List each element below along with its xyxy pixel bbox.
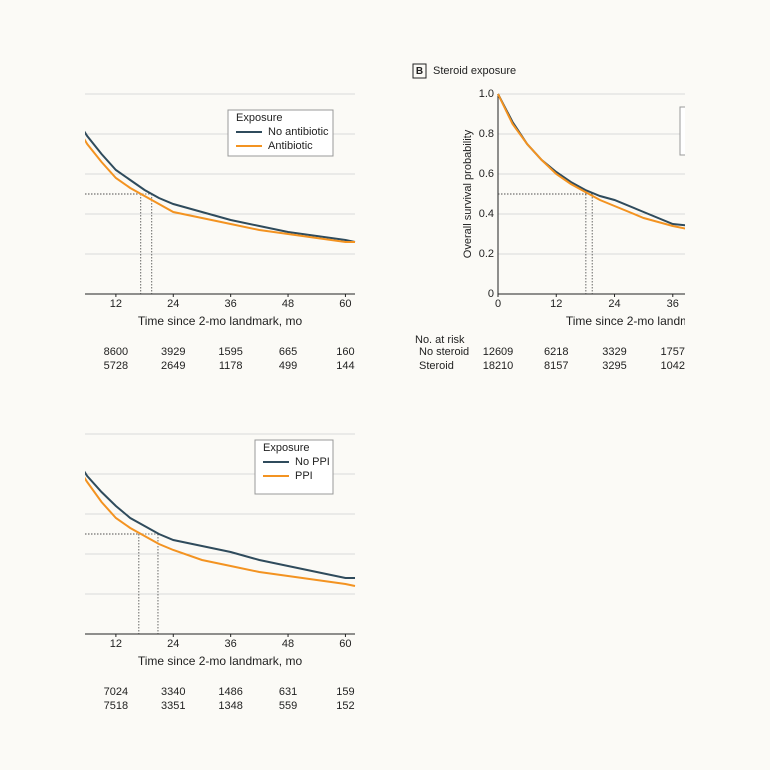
legend-label: Antibiotic <box>268 140 313 152</box>
survival-curve <box>85 476 356 587</box>
survival-curve <box>85 470 355 579</box>
y-tick-label: 0.8 <box>479 128 494 140</box>
panel-badge <box>412 63 427 79</box>
x-tick-label: 12 <box>110 638 122 650</box>
at-risk-value: 3295 <box>602 360 626 372</box>
at-risk-value: 3340 <box>161 686 185 698</box>
at-risk-value: 8157 <box>544 360 568 372</box>
legend-title: Exposure <box>236 112 282 124</box>
at-risk-value: 1178 <box>219 360 243 372</box>
survival-curve <box>85 130 356 243</box>
at-risk-value: 159 <box>336 686 354 698</box>
x-tick-label: 12 <box>550 298 562 310</box>
y-tick-label: 0.2 <box>479 248 494 260</box>
at-risk-row-label: No steroid <box>419 346 469 358</box>
x-tick-label: 24 <box>608 298 620 310</box>
survival-curve <box>497 93 685 230</box>
at-risk-title: No. at risk <box>415 334 465 346</box>
y-tick-label: 0.6 <box>479 168 494 180</box>
at-risk-value: 5728 <box>104 360 128 372</box>
x-tick-label: 36 <box>225 638 237 650</box>
at-risk-value: 7024 <box>104 686 128 698</box>
chart-title: Steroid exposure <box>433 65 516 77</box>
at-risk-value: 18210 <box>483 360 514 372</box>
legend-label: PPI <box>295 470 313 482</box>
y-axis-label: Overall survival probability <box>462 129 474 258</box>
at-risk-value: 152 <box>336 700 354 712</box>
y-tick-label: 0.4 <box>479 208 494 220</box>
at-risk-value: 499 <box>279 360 297 372</box>
x-tick-label: 0 <box>495 298 501 310</box>
x-tick-label: 12 <box>110 298 122 310</box>
legend-label: No antibiotic <box>268 126 329 138</box>
at-risk-value: 559 <box>279 700 297 712</box>
at-risk-value: 1348 <box>218 700 242 712</box>
survival-curve <box>497 93 685 227</box>
at-risk-value: 144 <box>336 360 354 372</box>
x-axis-label: Time since 2-mo landmark, mo <box>138 654 303 668</box>
legend-box <box>679 106 685 156</box>
legend-title: Exposure <box>263 442 309 454</box>
at-risk-value: 1757 <box>661 346 685 358</box>
at-risk-value: 6218 <box>544 346 568 358</box>
at-risk-value: 631 <box>279 686 297 698</box>
at-risk-value: 3351 <box>161 700 185 712</box>
x-axis-label: Time since 2-mo landmark, mo <box>138 314 303 328</box>
at-risk-value: 7518 <box>104 700 128 712</box>
at-risk-value: 12609 <box>483 346 514 358</box>
y-tick-label: 1.0 <box>479 88 494 100</box>
at-risk-value: 3929 <box>161 346 185 358</box>
x-axis-label: Time since 2-mo landmark, mo <box>566 314 731 328</box>
x-tick-label: 36 <box>225 298 237 310</box>
at-risk-value: 8600 <box>104 346 128 358</box>
x-tick-label: 24 <box>167 638 179 650</box>
at-risk-value: 3329 <box>602 346 626 358</box>
legend-box <box>254 439 334 495</box>
survival-curve <box>85 138 355 243</box>
y-tick-label: 0 <box>488 288 494 300</box>
x-tick-label: 48 <box>282 298 294 310</box>
x-tick-label: 60 <box>339 298 351 310</box>
at-risk-value: 160 <box>336 346 354 358</box>
x-tick-label: 60 <box>339 638 351 650</box>
at-risk-value: 2649 <box>161 360 185 372</box>
x-tick-label: 48 <box>282 638 294 650</box>
legend-label: No PPI <box>295 456 330 468</box>
panel: 12 24 36 48 60 Time since 2-mo landmark, mo Ex… <box>85 433 356 712</box>
at-risk-value: 1042 <box>661 360 685 372</box>
x-tick-label: 24 <box>167 298 179 310</box>
at-risk-row-label: Steroid <box>419 360 454 372</box>
panel: 0 0.2 0.4 0.6 0.8 1.0 0 12 24 36 Time since 2-mo l… <box>412 63 731 372</box>
x-tick-label: 36 <box>667 298 679 310</box>
at-risk-value: 1595 <box>218 346 242 358</box>
panel: 12 24 36 48 60 Time since 2-mo landmark, mo Ex… <box>85 93 356 372</box>
at-risk-value: 1486 <box>218 686 242 698</box>
panel-label: B <box>416 66 423 77</box>
at-risk-value: 665 <box>279 346 297 358</box>
